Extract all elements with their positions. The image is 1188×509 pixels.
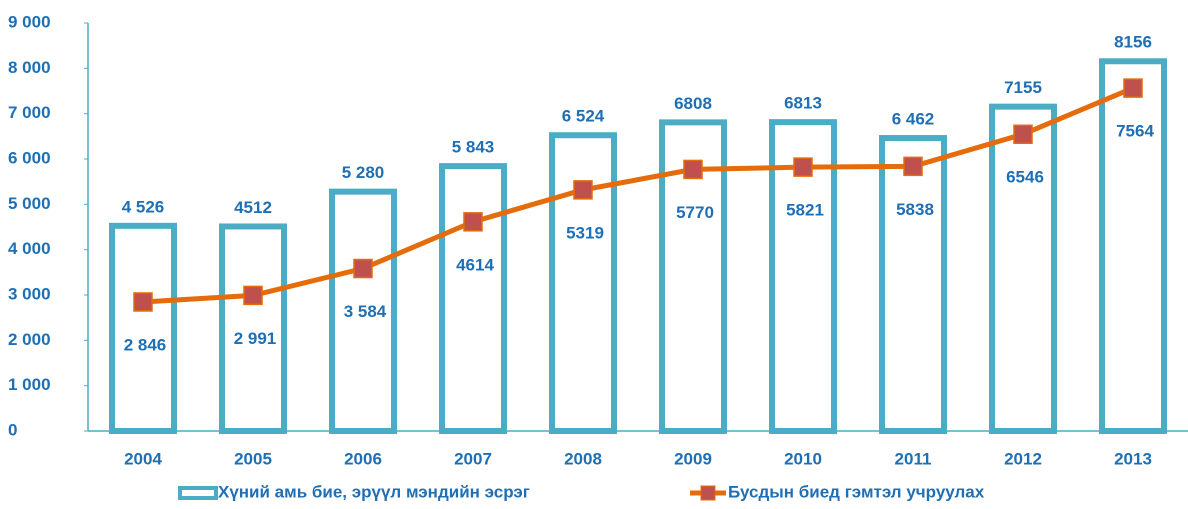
y-tick-label: 3 000 [8, 284, 51, 303]
line-value-label: 2 846 [124, 335, 167, 354]
y-tick-label: 9 000 [8, 12, 51, 31]
x-tick-label: 2011 [895, 449, 932, 468]
line-marker [573, 180, 593, 200]
y-tick-label: 4 000 [8, 239, 51, 258]
bar-value-label: 4 526 [122, 197, 165, 216]
line-marker [1013, 124, 1033, 144]
y-tick-label: 0 [8, 420, 17, 439]
bar [1099, 58, 1167, 435]
line-marker [243, 285, 263, 306]
line-marker [903, 156, 923, 177]
line-value-label: 5838 [896, 200, 934, 219]
legend-marker [700, 485, 716, 501]
bar-value-label: 7155 [1004, 78, 1042, 97]
x-tick-label: 2004 [124, 449, 162, 468]
y-tick-label: 1 000 [8, 375, 51, 394]
y-tick-label: 7 000 [8, 103, 51, 122]
bar [109, 222, 177, 434]
line-marker [1123, 78, 1143, 98]
bar-value-label: 4512 [234, 198, 272, 217]
y-tick-label: 8 000 [8, 58, 51, 77]
bar-value-label: 6808 [674, 94, 712, 113]
line-marker [133, 292, 153, 312]
bar [439, 163, 507, 434]
line-value-label: 5770 [676, 203, 714, 222]
x-tick-label: 2012 [1004, 449, 1042, 468]
line-value-label: 3 584 [344, 302, 387, 321]
bar [329, 188, 397, 434]
bar [549, 132, 617, 434]
x-tick-label: 2007 [454, 449, 492, 468]
line-value-label: 5319 [566, 223, 604, 242]
bar [219, 223, 287, 434]
x-tick-label: 2013 [1114, 449, 1152, 468]
bar-value-label: 6 524 [562, 107, 605, 126]
line-marker [793, 157, 813, 177]
bar-value-label: 8156 [1114, 33, 1152, 52]
legend-label: Хүний амь бие, эрүүл мэндийн эсрэг [218, 482, 530, 501]
x-tick-label: 2009 [674, 449, 712, 468]
line-marker [463, 212, 483, 232]
bar-value-label: 5 280 [342, 163, 385, 182]
bar-value-label: 6 462 [892, 110, 935, 129]
bar [879, 135, 947, 434]
legend-label: Бусдын биед гэмтэл учруулах [728, 482, 985, 501]
line-marker [683, 159, 703, 180]
line-value-label: 7564 [1116, 122, 1154, 141]
line-marker [353, 258, 373, 279]
bar-value-label: 6813 [784, 94, 822, 113]
line [142, 85, 1134, 305]
y-tick-label: 2 000 [8, 330, 51, 349]
bar [989, 103, 1057, 434]
x-tick-label: 2006 [344, 449, 382, 468]
bar-value-label: 5 843 [452, 138, 495, 157]
line-value-label: 2 991 [234, 329, 277, 348]
y-tick-label: 5 000 [8, 194, 51, 213]
x-tick-label: 2005 [234, 449, 272, 468]
line-value-label: 5821 [786, 201, 824, 220]
legend-swatch [178, 486, 218, 500]
y-tick-label: 6 000 [8, 148, 51, 167]
line-value-label: 4614 [456, 255, 494, 274]
x-tick-label: 2008 [564, 449, 602, 468]
line-value-label: 6546 [1006, 168, 1044, 187]
x-tick-label: 2010 [784, 449, 822, 468]
